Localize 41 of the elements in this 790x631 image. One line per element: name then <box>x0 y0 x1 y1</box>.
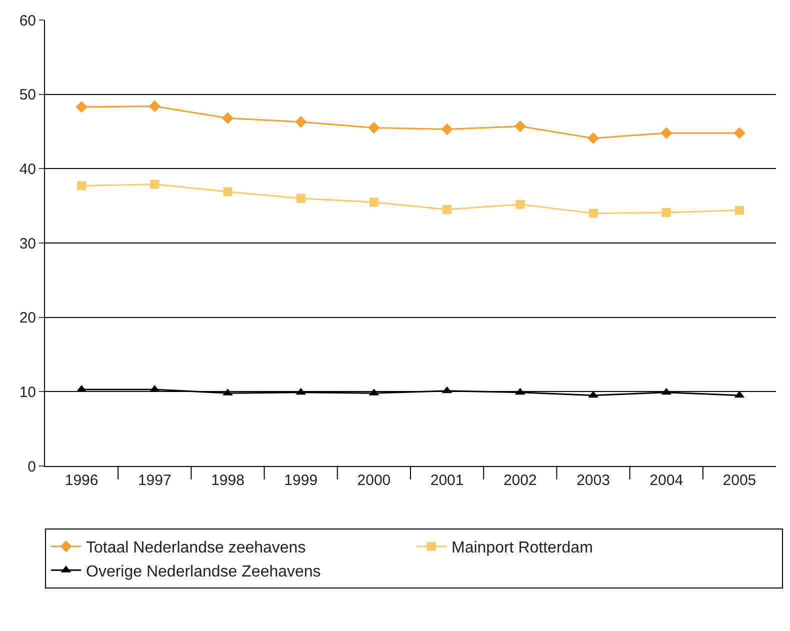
point <box>77 181 86 190</box>
point <box>734 127 746 139</box>
legend-label: Totaal Nederlandse zeehavens <box>86 540 306 557</box>
x-tick-label: 2000 <box>357 472 391 489</box>
x-tick-label: 2003 <box>576 472 610 489</box>
y-tick-label: 20 <box>19 310 36 327</box>
point <box>150 180 160 189</box>
point <box>148 100 160 112</box>
x-tick-label: 2002 <box>503 472 537 489</box>
y-tick-label: 50 <box>19 86 36 104</box>
point <box>295 116 307 128</box>
y-tick-label: 10 <box>19 384 36 401</box>
point <box>441 123 453 136</box>
x-tick-label: 2001 <box>430 472 464 489</box>
point <box>369 198 378 207</box>
y-tick-label: 0 <box>28 458 36 476</box>
x-tick-label: 1998 <box>211 472 244 489</box>
x-tick-label: 1999 <box>284 472 318 489</box>
y-tick-label: 40 <box>19 160 36 178</box>
point <box>588 390 598 398</box>
point <box>662 208 671 218</box>
point <box>76 101 88 113</box>
point <box>442 205 452 214</box>
y-tick-label: 30 <box>19 235 36 252</box>
point <box>514 120 526 132</box>
point <box>223 187 232 196</box>
legend-label: Mainport Rotterdam <box>452 540 593 557</box>
point <box>587 132 600 144</box>
point <box>516 200 525 209</box>
y-tick-label: 60 <box>19 12 36 30</box>
legend-label: Overige Nederlandse Zeehavens <box>86 563 321 580</box>
point <box>660 127 672 139</box>
x-tick-label: 2005 <box>722 472 756 489</box>
x-tick-label: 1996 <box>64 472 98 489</box>
point <box>222 112 234 124</box>
x-tick-label: 2004 <box>650 472 684 489</box>
x-tick-label: 1997 <box>138 472 172 489</box>
point <box>588 208 598 218</box>
point <box>368 122 380 134</box>
point <box>296 194 306 203</box>
point <box>734 206 744 215</box>
